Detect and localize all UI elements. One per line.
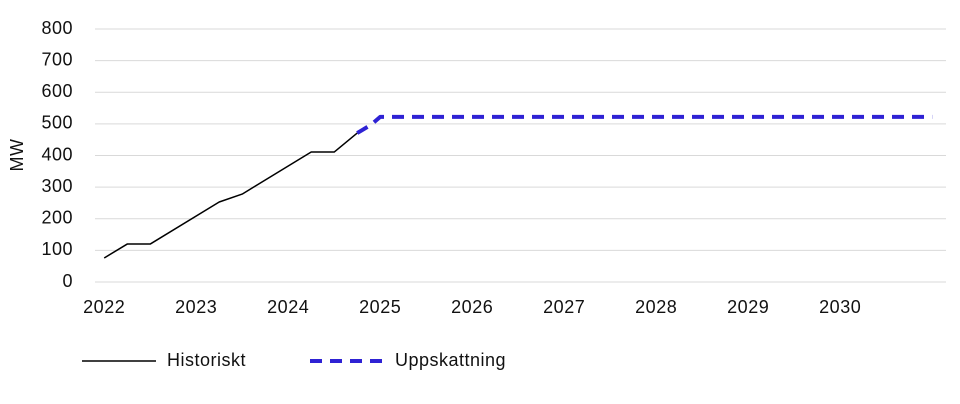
- x-tick-label: 2029: [727, 297, 769, 317]
- y-axis-label: MW: [7, 139, 27, 172]
- y-tick-label: 700: [41, 49, 73, 69]
- y-tick-label: 0: [62, 271, 73, 291]
- y-tick-label: 300: [41, 176, 73, 196]
- y-tick-label: 200: [41, 208, 73, 228]
- x-tick-label: 2030: [819, 297, 861, 317]
- y-tick-label: 100: [41, 239, 73, 259]
- x-tick-label: 2027: [543, 297, 585, 317]
- series-line: [103, 132, 358, 259]
- y-tick-label: 500: [41, 113, 73, 133]
- x-tick-label: 2023: [175, 297, 217, 317]
- x-tick-label: 2026: [451, 297, 493, 317]
- y-tick-label: 400: [41, 144, 73, 164]
- legend-label: Uppskattning: [395, 350, 506, 370]
- y-tick-label: 600: [41, 81, 73, 101]
- legend-label: Historiskt: [167, 350, 246, 370]
- x-tick-label: 2022: [83, 297, 125, 317]
- x-tick-label: 2028: [635, 297, 677, 317]
- series-line: [356, 114, 933, 135]
- y-tick-label: 800: [41, 18, 73, 38]
- x-tick-label: 2024: [267, 297, 309, 317]
- x-tick-label: 2025: [359, 297, 401, 317]
